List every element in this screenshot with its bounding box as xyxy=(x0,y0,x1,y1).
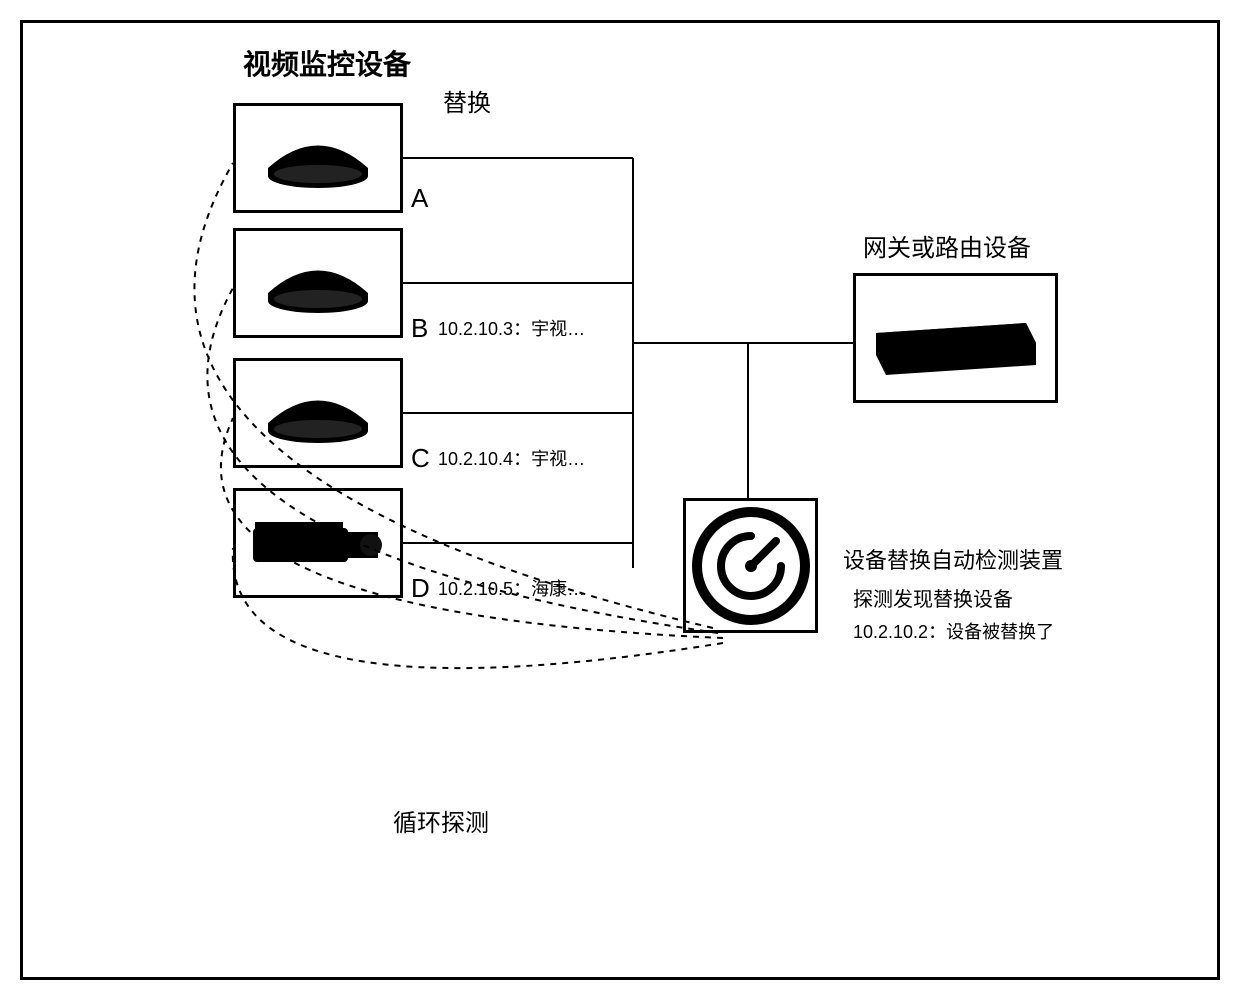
connections-overlay xyxy=(23,23,1223,983)
camera-box-b xyxy=(233,228,403,338)
bullet-camera-icon xyxy=(243,508,393,578)
detector-title: 设备替换自动检测装置 xyxy=(843,543,1063,575)
diagram-frame: 视频监控设备 替换 A B 10.2.10.3：宇视… C 10.2.10.4：… xyxy=(20,20,1220,980)
title-cameras: 视频监控设备 xyxy=(243,43,411,83)
camera-info-d: 10.2.10.5：海康… xyxy=(438,575,585,601)
camera-letter-b: B xyxy=(411,313,428,344)
camera-letter-a: A xyxy=(411,183,428,214)
camera-letter-c: C xyxy=(411,443,430,474)
camera-info-c: 10.2.10.4：宇视… xyxy=(438,445,585,471)
replace-label: 替换 xyxy=(443,83,491,118)
detector-line1: 探测发现替换设备 xyxy=(853,583,1013,612)
camera-info-b: 10.2.10.3：宇视… xyxy=(438,315,585,341)
camera-box-a xyxy=(233,103,403,213)
dome-camera-icon xyxy=(253,373,383,453)
camera-box-d xyxy=(233,488,403,598)
radar-icon xyxy=(691,506,811,626)
router-icon xyxy=(866,293,1046,383)
gateway-box xyxy=(853,273,1058,403)
dome-camera-icon xyxy=(253,243,383,323)
camera-box-c xyxy=(233,358,403,468)
camera-letter-d: D xyxy=(411,573,430,604)
gateway-title: 网关或路由设备 xyxy=(863,228,1031,263)
dome-camera-icon xyxy=(253,118,383,198)
loop-label: 循环探测 xyxy=(393,803,489,838)
detector-box xyxy=(683,498,818,633)
detector-line2: 10.2.10.2：设备被替换了 xyxy=(853,618,1054,644)
